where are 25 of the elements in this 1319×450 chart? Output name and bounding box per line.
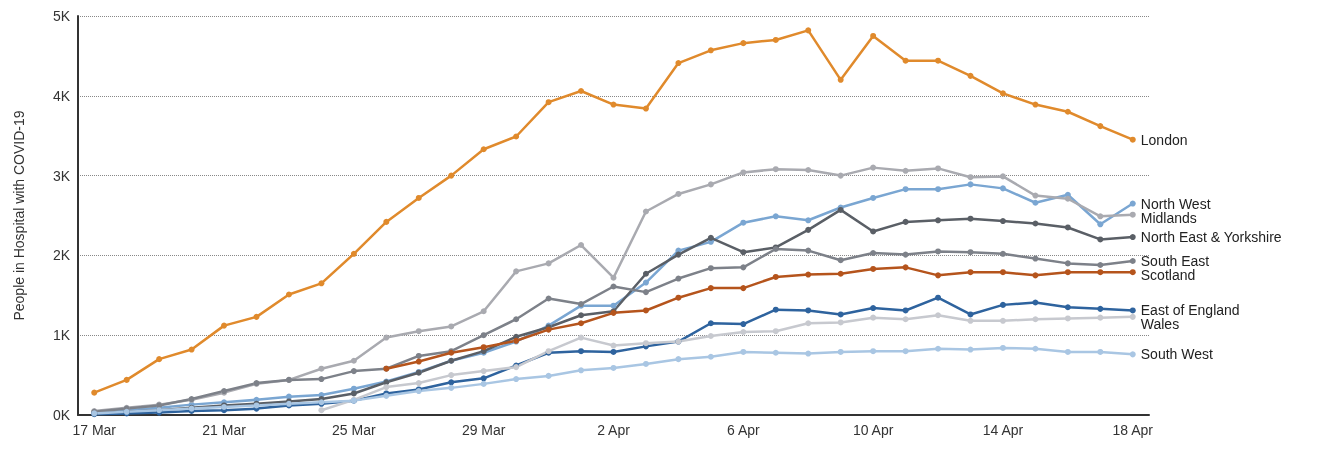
y-tick-label: 0K — [52, 407, 71, 423]
x-tick-label: 10 Apr — [852, 422, 894, 438]
x-tick-label: 21 Mar — [202, 422, 247, 438]
series-label: East of England — [1140, 302, 1240, 319]
x-tick-label: 25 Mar — [332, 422, 376, 438]
x-tick-label: 14 Apr — [982, 422, 1024, 438]
series-label: South West — [1140, 346, 1213, 363]
x-tick-label: 6 Apr — [726, 422, 760, 438]
y-tick-label: 4K — [52, 87, 71, 104]
series-label: Scotland — [1140, 266, 1196, 283]
series-label: London — [1140, 131, 1188, 148]
x-tick-label: 29 Mar — [461, 422, 506, 438]
y-tick-label: 2K — [52, 247, 71, 264]
series-label: South East — [1140, 252, 1210, 269]
series-label: Midlands — [1140, 209, 1197, 226]
y-tick-label: 1K — [52, 327, 71, 344]
x-tick-label: 2 Apr — [597, 422, 631, 438]
x-tick-label: 18 Apr — [1112, 422, 1154, 438]
series-label: Wales — [1140, 316, 1180, 333]
series-label: North East & Yorkshire — [1140, 229, 1282, 246]
y-tick-label: 3K — [52, 167, 71, 184]
series-label: North West — [1140, 195, 1211, 212]
y-tick-label: 5K — [52, 8, 71, 24]
y-axis-title: People in Hospital with COVID-19 — [11, 110, 27, 321]
x-tick-label: 17 Mar — [72, 422, 117, 438]
